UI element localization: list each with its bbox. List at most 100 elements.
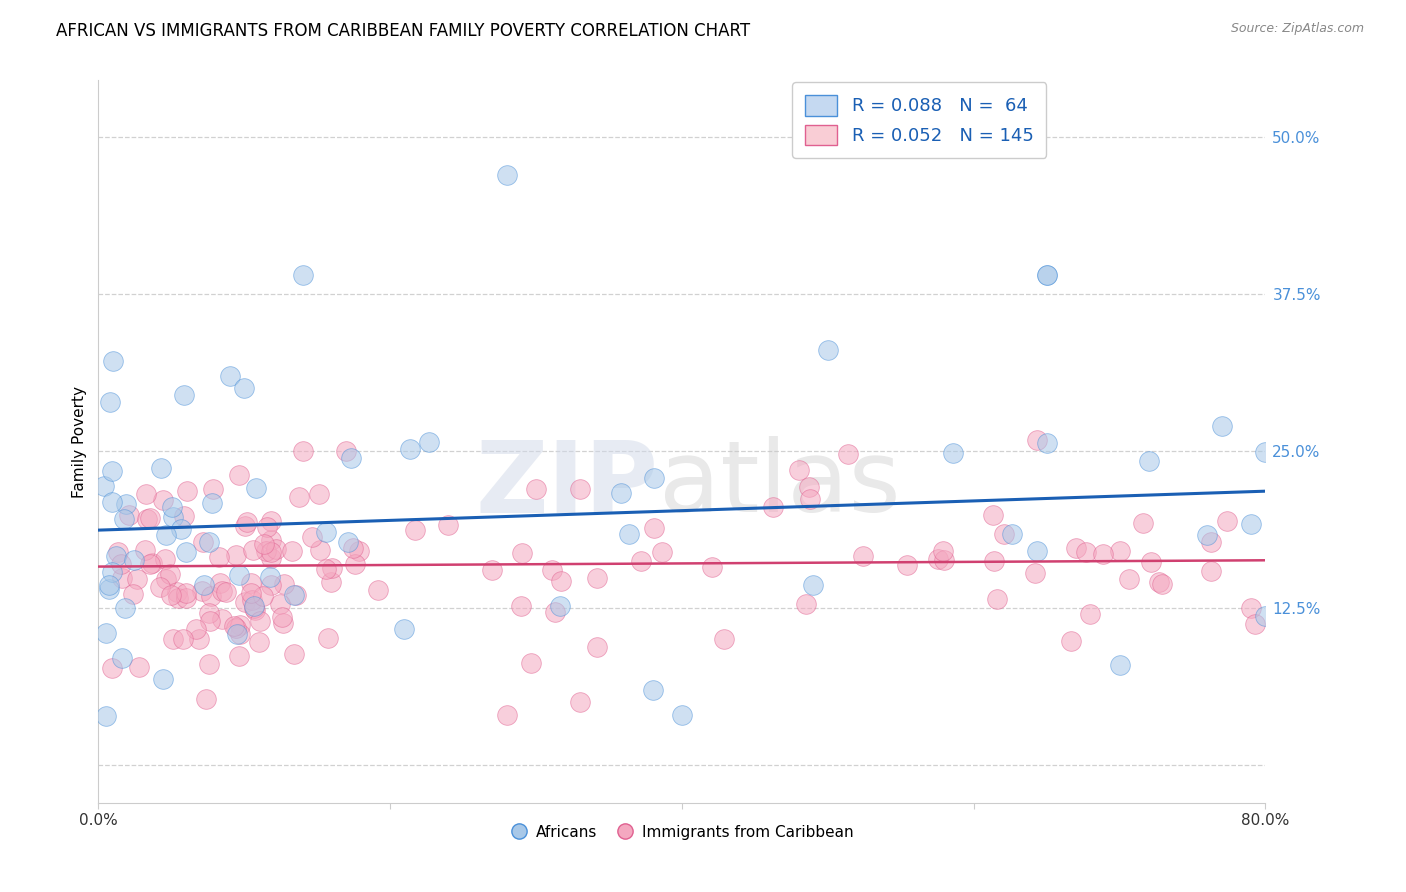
Point: [184, 622, 207, 636]
Point: [208, 550, 231, 565]
Point: [139, 557, 162, 571]
Point: [228, 567, 250, 582]
Point: [260, 550, 283, 565]
Point: [187, 632, 209, 647]
Point: [200, 589, 222, 603]
Point: [172, 632, 194, 646]
Point: [586, 570, 609, 584]
Point: [111, 651, 134, 665]
Point: [702, 559, 724, 574]
Point: [197, 607, 219, 621]
Point: [260, 514, 283, 528]
Point: [1118, 572, 1140, 586]
Point: [226, 627, 249, 641]
Point: [253, 537, 276, 551]
Point: [150, 460, 173, 475]
Point: [496, 168, 519, 182]
Point: [1035, 436, 1057, 450]
Point: [247, 635, 270, 649]
Point: [228, 649, 250, 664]
Point: [315, 525, 337, 540]
Point: [349, 544, 371, 558]
Point: [548, 599, 571, 613]
Point: [283, 588, 305, 602]
Point: [201, 482, 224, 496]
Point: [291, 268, 314, 282]
Point: [228, 467, 250, 482]
Point: [651, 545, 673, 559]
Point: [93, 478, 115, 492]
Point: [167, 591, 190, 606]
Point: [343, 557, 366, 571]
Point: [114, 497, 136, 511]
Point: [239, 586, 262, 600]
Point: [159, 566, 181, 581]
Point: [160, 500, 183, 515]
Point: [233, 519, 256, 533]
Point: [568, 695, 591, 709]
Point: [111, 571, 134, 585]
Point: [932, 543, 955, 558]
Point: [235, 515, 257, 529]
Point: [155, 573, 177, 587]
Point: [260, 533, 283, 548]
Point: [125, 572, 148, 586]
Point: [228, 627, 250, 641]
Point: [245, 603, 267, 617]
Point: [617, 526, 640, 541]
Point: [1244, 617, 1267, 632]
Point: [761, 500, 783, 515]
Point: [1137, 454, 1160, 468]
Point: [817, 343, 839, 358]
Point: [1254, 445, 1277, 459]
Point: [509, 599, 531, 614]
Point: [316, 631, 339, 645]
Point: [101, 661, 124, 675]
Point: [321, 561, 343, 575]
Point: [1240, 516, 1263, 531]
Point: [122, 553, 145, 567]
Point: [269, 597, 291, 611]
Point: [162, 632, 184, 646]
Point: [114, 600, 136, 615]
Point: [139, 510, 162, 524]
Point: [98, 577, 121, 591]
Point: [418, 434, 440, 449]
Point: [630, 553, 652, 567]
Point: [586, 640, 609, 654]
Point: [233, 594, 256, 608]
Point: [367, 583, 389, 598]
Point: [176, 483, 198, 498]
Point: [101, 565, 124, 579]
Point: [339, 450, 361, 465]
Point: [837, 447, 859, 461]
Point: [852, 549, 875, 563]
Point: [309, 543, 332, 558]
Point: [260, 577, 283, 591]
Point: [211, 583, 233, 598]
Point: [983, 553, 1005, 567]
Point: [481, 563, 503, 577]
Point: [197, 657, 219, 671]
Point: [208, 575, 231, 590]
Point: [713, 632, 735, 646]
Point: [308, 486, 330, 500]
Point: [225, 549, 247, 563]
Point: [398, 442, 420, 456]
Point: [986, 591, 1008, 606]
Point: [896, 558, 918, 573]
Point: [97, 582, 120, 596]
Point: [259, 570, 281, 584]
Point: [198, 534, 221, 549]
Point: [107, 544, 129, 558]
Point: [191, 535, 214, 549]
Point: [319, 574, 342, 589]
Point: [1254, 609, 1277, 624]
Point: [114, 512, 136, 526]
Point: [787, 463, 810, 477]
Point: [1024, 566, 1046, 580]
Point: [134, 543, 156, 558]
Point: [1216, 515, 1239, 529]
Point: [152, 492, 174, 507]
Point: [254, 544, 277, 558]
